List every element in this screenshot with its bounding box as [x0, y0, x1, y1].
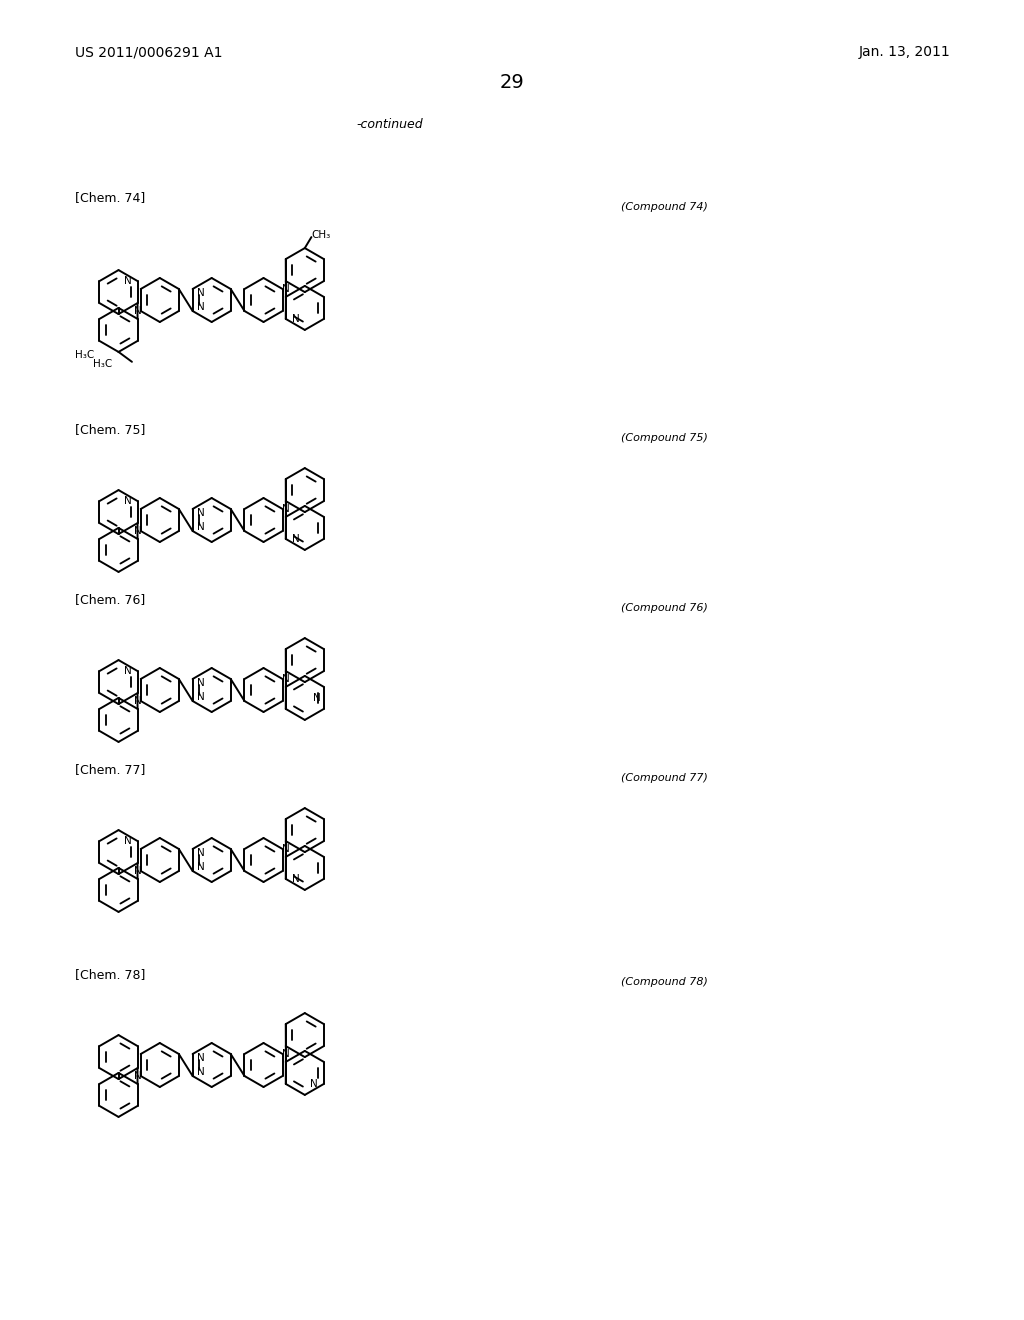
Text: N: N	[313, 693, 321, 704]
Text: N: N	[197, 692, 205, 702]
Text: N: N	[124, 836, 132, 846]
Text: N: N	[282, 504, 290, 513]
Text: -continued: -continued	[356, 119, 423, 132]
Text: (Compound 74): (Compound 74)	[621, 202, 708, 213]
Text: N: N	[197, 1053, 205, 1064]
Text: N: N	[197, 508, 205, 519]
Text: H₃C: H₃C	[93, 359, 112, 370]
Text: N: N	[282, 675, 290, 684]
Text: US 2011/0006291 A1: US 2011/0006291 A1	[75, 45, 222, 59]
Text: [Chem. 74]: [Chem. 74]	[75, 191, 145, 205]
Text: (Compound 78): (Compound 78)	[621, 977, 708, 987]
Text: N: N	[292, 314, 299, 323]
Text: (Compound 75): (Compound 75)	[621, 433, 708, 444]
Text: N: N	[133, 866, 141, 876]
Text: N: N	[310, 1078, 317, 1089]
Text: CH₃: CH₃	[311, 230, 331, 240]
Text: Jan. 13, 2011: Jan. 13, 2011	[858, 45, 950, 59]
Text: N: N	[282, 1049, 290, 1059]
Text: [Chem. 75]: [Chem. 75]	[75, 424, 145, 437]
Text: N: N	[282, 843, 290, 854]
Text: N: N	[133, 306, 141, 315]
Text: N: N	[282, 284, 290, 294]
Text: N: N	[197, 1067, 205, 1077]
Text: N: N	[124, 496, 132, 506]
Text: N: N	[124, 276, 132, 286]
Text: N: N	[197, 678, 205, 689]
Text: N: N	[133, 1071, 141, 1081]
Text: [Chem. 78]: [Chem. 78]	[75, 969, 145, 982]
Text: N: N	[133, 696, 141, 706]
Text: N: N	[197, 849, 205, 858]
Text: H₃C: H₃C	[75, 350, 94, 360]
Text: N: N	[197, 521, 205, 532]
Text: N: N	[197, 301, 205, 312]
Text: N: N	[133, 525, 141, 536]
Text: N: N	[124, 667, 132, 676]
Text: N: N	[292, 874, 299, 884]
Text: N: N	[292, 533, 299, 544]
Text: N: N	[197, 862, 205, 871]
Text: N: N	[197, 288, 205, 298]
Text: 29: 29	[500, 73, 524, 91]
Text: (Compound 77): (Compound 77)	[621, 774, 708, 783]
Text: (Compound 76): (Compound 76)	[621, 603, 708, 612]
Text: [Chem. 76]: [Chem. 76]	[75, 594, 145, 606]
Text: [Chem. 77]: [Chem. 77]	[75, 763, 145, 776]
